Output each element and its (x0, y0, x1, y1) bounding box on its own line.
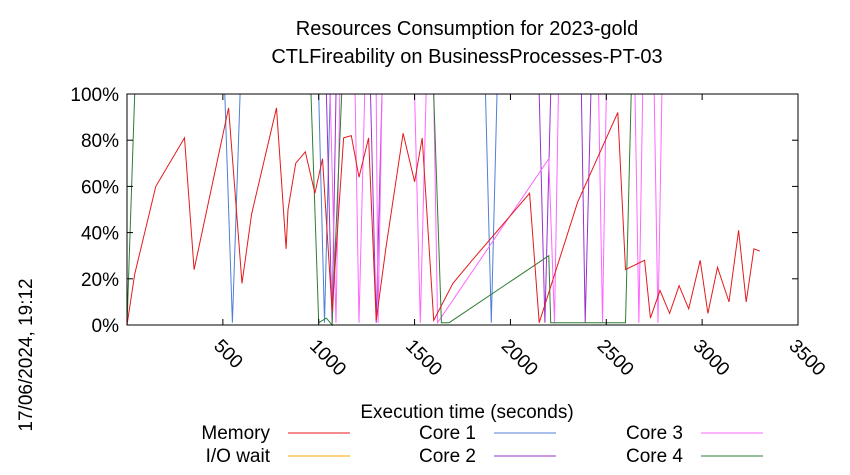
x-tick-label: 1500 (401, 336, 446, 381)
legend-label-core-3: Core 3 (626, 423, 683, 444)
chart-title-line2: CTLFireability on BusinessProcesses-PT-0… (271, 46, 662, 68)
plot-frame (126, 93, 799, 326)
chart-title-line1: Resources Consumption for 2023-gold (296, 18, 638, 40)
legend-label-core-4: Core 4 (626, 446, 683, 467)
y-tick-label: 80% (81, 131, 119, 152)
x-tick-label: 3500 (784, 336, 829, 381)
y-tick-label: 20% (81, 270, 119, 291)
y-tick-label: 0% (92, 316, 120, 337)
series-layer (126, 93, 760, 327)
y-tick-label: 100% (70, 85, 119, 106)
series-line-core-1 (134, 93, 760, 323)
series-line-memory (126, 107, 760, 326)
tick-layer: 0% 20% 40% 60% 80% 100% 500 1000 1500 2000 2500 300… (70, 85, 829, 380)
x-axis-label: Execution time (seconds) (360, 402, 573, 423)
series-line-core-4 (126, 93, 760, 327)
y-tick-label: 40% (81, 224, 119, 245)
legend-label-core-1: Core 1 (419, 423, 476, 444)
timestamp-label: 17/06/2024, 19:12 (16, 278, 37, 431)
x-tick-label: 1000 (305, 336, 350, 381)
legend-label-memory: Memory (201, 423, 270, 444)
x-tick-label: 3000 (689, 336, 734, 381)
y-tick-label: 60% (81, 177, 119, 198)
x-tick-label: 2000 (497, 336, 542, 381)
legend-label-core-2: Core 2 (419, 446, 476, 467)
x-tick-label: 2500 (593, 336, 638, 381)
legend-label-i-o-wait: I/O wait (206, 446, 271, 467)
series-line-core-3 (329, 93, 760, 325)
x-tick-label: 500 (209, 336, 246, 373)
